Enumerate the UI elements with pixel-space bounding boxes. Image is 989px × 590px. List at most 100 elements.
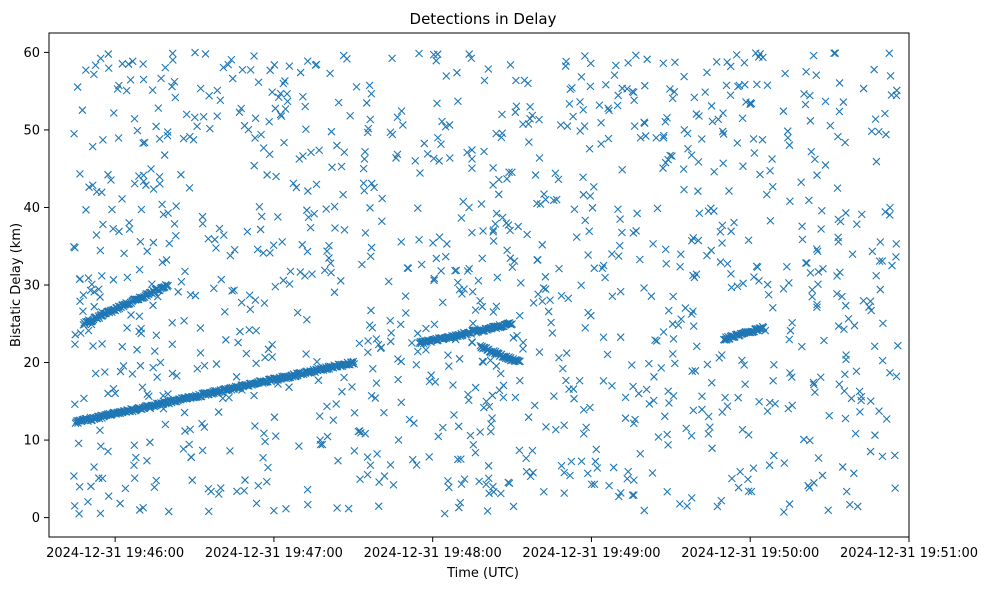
- detection-marker: [279, 276, 288, 285]
- detection-marker: [362, 99, 371, 107]
- detection-marker: [478, 357, 487, 366]
- detection-marker: [388, 54, 396, 63]
- detection-marker: [802, 259, 811, 267]
- detection-marker: [609, 463, 618, 472]
- detection-marker: [344, 504, 353, 513]
- detection-marker: [156, 358, 165, 367]
- detection-marker: [323, 247, 331, 256]
- detection-marker: [465, 264, 474, 273]
- detection-marker: [250, 52, 258, 60]
- detection-marker: [168, 340, 177, 349]
- detection-marker: [468, 287, 477, 296]
- detection-marker: [210, 235, 219, 244]
- detection-marker: [541, 195, 550, 204]
- detection-marker: [876, 285, 885, 294]
- detection-marker: [135, 506, 144, 514]
- detection-marker: [109, 109, 118, 117]
- detection-marker: [522, 467, 531, 476]
- detection-marker: [749, 134, 758, 143]
- detection-marker: [717, 351, 726, 359]
- detection-marker: [468, 154, 476, 163]
- detection-marker: [252, 326, 261, 335]
- detection-marker: [139, 171, 148, 180]
- detection-marker: [799, 435, 808, 444]
- detection-marker: [455, 354, 464, 363]
- detection-marker: [456, 455, 465, 464]
- detection-marker: [219, 63, 228, 72]
- detection-marker: [94, 285, 103, 294]
- detection-marker: [460, 285, 468, 293]
- detection-marker: [629, 229, 638, 237]
- detection-marker: [454, 503, 463, 512]
- detection-marker: [408, 339, 416, 347]
- detection-marker: [337, 162, 346, 171]
- detection-marker: [476, 428, 485, 436]
- detection-marker: [695, 209, 704, 218]
- detection-marker: [251, 114, 260, 123]
- detection-marker: [640, 284, 648, 292]
- detection-marker: [512, 102, 521, 111]
- detection-marker: [113, 85, 122, 93]
- detection-marker: [471, 448, 480, 457]
- detection-marker: [368, 323, 377, 332]
- detection-marker: [506, 61, 515, 69]
- detection-marker: [616, 215, 624, 224]
- detection-marker: [224, 60, 233, 69]
- detection-marker: [150, 347, 159, 355]
- detection-marker: [586, 192, 595, 200]
- detection-marker: [813, 247, 822, 256]
- detection-marker: [872, 157, 881, 166]
- detection-marker: [567, 457, 576, 466]
- detection-marker: [541, 285, 550, 293]
- detection-marker: [605, 106, 613, 115]
- detection-marker: [886, 368, 894, 377]
- detection-marker: [196, 324, 205, 332]
- detection-marker: [781, 69, 790, 78]
- detection-marker: [98, 474, 107, 483]
- detection-marker: [364, 124, 373, 133]
- detection-marker: [644, 359, 653, 368]
- detection-marker: [193, 122, 201, 131]
- detection-marker: [96, 246, 105, 255]
- detection-marker: [308, 270, 316, 279]
- detection-marker: [263, 171, 272, 179]
- detection-marker: [168, 369, 177, 378]
- detection-marker: [640, 506, 649, 515]
- detection-marker: [260, 429, 268, 438]
- detection-marker: [438, 298, 447, 307]
- detection-marker: [213, 86, 222, 95]
- detection-marker: [810, 155, 819, 164]
- detection-marker: [204, 234, 213, 243]
- detection-marker: [96, 442, 105, 451]
- y-tick-label: 30: [23, 279, 40, 294]
- detection-marker: [125, 218, 134, 227]
- detection-marker: [430, 274, 439, 283]
- detection-marker: [188, 476, 197, 485]
- detection-marker: [458, 289, 466, 298]
- x-tick-label: 2024-12-31 19:48:00: [364, 546, 502, 561]
- detection-marker: [220, 307, 229, 316]
- detection-marker: [260, 299, 269, 307]
- detection-marker: [119, 362, 128, 370]
- detection-marker: [438, 423, 447, 432]
- detection-marker: [581, 216, 590, 225]
- x-tick-label: 2024-12-31 19:50:00: [681, 546, 819, 561]
- detection-marker: [631, 51, 640, 60]
- detection-marker: [850, 321, 859, 330]
- detection-marker: [588, 203, 597, 212]
- detection-marker: [611, 61, 620, 70]
- detection-marker: [819, 264, 827, 273]
- detection-marker: [159, 391, 168, 400]
- detection-marker: [706, 423, 714, 432]
- detection-marker: [90, 302, 99, 311]
- detection-marker: [252, 359, 261, 368]
- detection-marker: [489, 308, 498, 316]
- detection-marker: [115, 227, 123, 236]
- detection-marker: [149, 301, 157, 310]
- detection-marker: [618, 228, 626, 237]
- detection-marker: [467, 54, 476, 63]
- detection-marker: [498, 110, 506, 119]
- detection-marker: [177, 277, 186, 286]
- detection-marker: [285, 383, 293, 392]
- detection-marker: [468, 164, 476, 173]
